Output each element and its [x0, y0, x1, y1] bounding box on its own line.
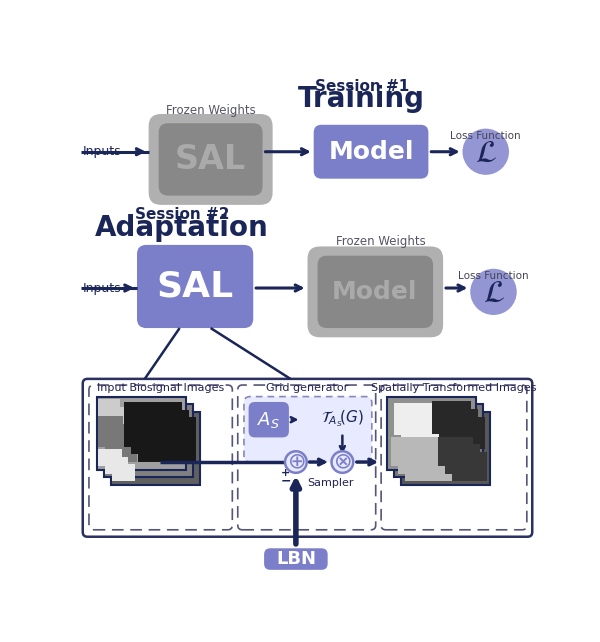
Text: $\mathcal{L}$: $\mathcal{L}$ [482, 279, 505, 308]
FancyBboxPatch shape [308, 247, 443, 337]
Text: Session #1: Session #1 [314, 79, 409, 94]
FancyBboxPatch shape [138, 417, 196, 462]
Circle shape [285, 451, 307, 473]
FancyBboxPatch shape [405, 452, 452, 482]
Circle shape [332, 451, 353, 473]
Text: Adaptation: Adaptation [95, 214, 269, 242]
FancyBboxPatch shape [105, 424, 130, 455]
FancyBboxPatch shape [314, 125, 428, 178]
Text: Session #2: Session #2 [134, 207, 229, 221]
FancyBboxPatch shape [317, 256, 433, 328]
Text: Inputs: Inputs [83, 282, 121, 295]
Text: Loss Function: Loss Function [458, 272, 529, 281]
Text: Model: Model [332, 280, 418, 304]
Text: Training: Training [298, 85, 425, 112]
FancyBboxPatch shape [391, 437, 438, 466]
FancyBboxPatch shape [158, 123, 263, 196]
Text: SAL: SAL [175, 143, 246, 176]
FancyBboxPatch shape [452, 452, 487, 482]
Text: LBN: LBN [276, 550, 316, 568]
FancyBboxPatch shape [432, 401, 471, 433]
Text: Input Biosignal Images: Input Biosignal Images [97, 383, 224, 393]
Text: SAL: SAL [157, 270, 233, 304]
Text: Model: Model [328, 140, 414, 164]
Text: $\mathcal{L}$: $\mathcal{L}$ [475, 139, 497, 168]
Text: Spatially Transformed Images: Spatially Transformed Images [371, 383, 537, 393]
Text: $\otimes$: $\otimes$ [333, 452, 352, 472]
Text: Sampler: Sampler [308, 478, 354, 488]
Text: $\oplus$: $\oplus$ [287, 452, 305, 472]
Text: Grid generator: Grid generator [266, 383, 348, 393]
FancyBboxPatch shape [394, 404, 484, 478]
FancyBboxPatch shape [244, 397, 372, 462]
FancyBboxPatch shape [131, 410, 189, 455]
FancyBboxPatch shape [105, 406, 127, 424]
Text: Frozen Weights: Frozen Weights [166, 105, 256, 117]
Circle shape [470, 269, 517, 315]
FancyBboxPatch shape [137, 245, 253, 328]
FancyBboxPatch shape [401, 412, 490, 485]
FancyBboxPatch shape [439, 409, 478, 441]
FancyBboxPatch shape [105, 456, 128, 474]
Text: $\mathcal{T}_{A_S}\!(G)$: $\mathcal{T}_{A_S}\!(G)$ [321, 408, 364, 429]
FancyBboxPatch shape [112, 464, 136, 482]
FancyBboxPatch shape [445, 444, 479, 474]
FancyBboxPatch shape [97, 397, 186, 470]
Text: Frozen Weights: Frozen Weights [336, 234, 426, 248]
FancyBboxPatch shape [238, 385, 376, 530]
FancyBboxPatch shape [401, 410, 439, 443]
FancyBboxPatch shape [248, 402, 289, 437]
FancyBboxPatch shape [112, 431, 137, 462]
FancyBboxPatch shape [381, 385, 527, 530]
FancyBboxPatch shape [104, 404, 193, 478]
FancyBboxPatch shape [98, 399, 120, 416]
FancyBboxPatch shape [149, 114, 272, 205]
FancyBboxPatch shape [83, 379, 532, 537]
FancyBboxPatch shape [438, 437, 473, 466]
FancyBboxPatch shape [98, 449, 121, 466]
Text: +: + [281, 468, 290, 478]
FancyBboxPatch shape [124, 402, 182, 447]
FancyBboxPatch shape [89, 385, 232, 530]
Text: −: − [281, 474, 291, 487]
FancyBboxPatch shape [398, 444, 445, 474]
FancyBboxPatch shape [264, 548, 328, 570]
FancyBboxPatch shape [110, 412, 200, 485]
FancyBboxPatch shape [394, 403, 432, 435]
Circle shape [463, 128, 509, 175]
Text: $A_S$: $A_S$ [257, 410, 280, 429]
FancyBboxPatch shape [446, 417, 485, 449]
Text: Inputs: Inputs [83, 145, 121, 158]
FancyBboxPatch shape [112, 414, 134, 431]
FancyBboxPatch shape [407, 418, 446, 451]
FancyBboxPatch shape [388, 397, 476, 470]
FancyBboxPatch shape [98, 416, 123, 447]
Text: Loss Function: Loss Function [451, 132, 521, 141]
